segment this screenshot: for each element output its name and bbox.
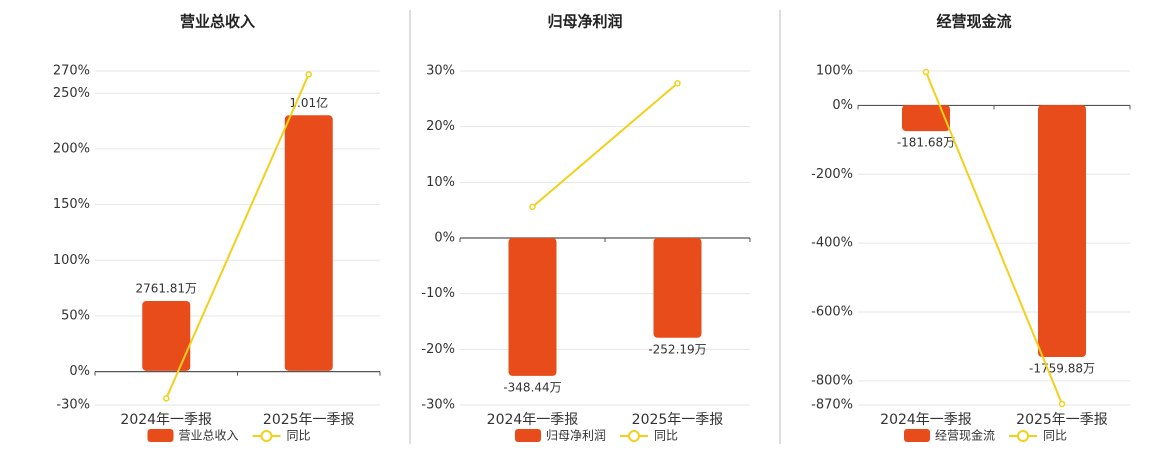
bar [284,115,333,371]
y-tick-label: 20% [426,119,455,134]
y-tick-label: 100% [816,64,853,79]
value-label: -252.19万 [648,342,706,356]
y-tick-label: 0% [69,364,90,379]
x-tick-label: 2025年一季报 [632,412,724,428]
y-tick-label: 10% [426,175,455,190]
line-point [305,71,312,78]
line-point [922,68,930,76]
value-label: 2761.81万 [135,281,197,295]
y-tick-label: -600% [811,305,853,320]
y-tick-label: -800% [811,373,853,388]
y-tick-label: 30% [426,64,455,79]
line-point [1058,400,1066,408]
y-tick-label: 150% [53,197,90,212]
chart-title: 营业总收入 [180,13,255,31]
y-tick-label: 250% [53,86,90,101]
y-tick-label: -20% [421,342,455,357]
bar [508,238,557,376]
chart-title: 经营现金流 [936,13,1011,31]
line [165,73,310,399]
y-tick-label: 0% [832,98,853,113]
y-tick-label: 50% [61,308,90,323]
value-label: -1759.88万 [1029,362,1095,376]
x-tick-label: 2024年一季报 [120,412,212,428]
legend-label: 经营现金流 [935,428,995,443]
chart-title: 归母净利润 [547,13,622,31]
legend-label: 同比 [1043,429,1067,443]
line-point [674,79,681,87]
y-tick-label: -400% [811,236,853,251]
legend-label: 同比 [287,429,311,443]
y-tick-label: -200% [811,167,853,182]
legend-label: 归母净利润 [546,429,606,443]
legend-swatch [147,429,174,442]
line [925,71,1063,405]
line-point [163,395,170,402]
x-tick-label: 2024年一季报 [487,412,579,428]
y-tick-label: 0% [434,231,455,246]
x-tick-label: 2025年一季报 [263,412,355,428]
y-tick-label: -10% [421,286,455,301]
bar [142,300,191,371]
value-label: -181.68万 [897,136,955,150]
y-tick-label: 100% [53,253,90,268]
line-point [529,203,536,211]
bar [902,105,950,132]
x-tick-label: 2024年一季报 [880,412,972,428]
value-label: -348.44万 [503,380,561,394]
y-tick-label: -30% [421,398,455,413]
legend-swatch [904,429,930,442]
legend-marker [1017,430,1029,442]
legend-label: 同比 [654,429,678,443]
bar [1038,105,1086,358]
y-tick-label: -870% [811,398,853,413]
bar [653,238,702,338]
legend-marker [628,430,640,442]
legend-swatch [515,429,541,442]
y-tick-label: -30% [56,398,90,413]
legend-marker [260,430,273,442]
y-tick-label: 200% [53,141,90,156]
legend-label: 营业总收入 [179,429,239,443]
y-tick-label: 270% [53,64,90,79]
line [531,82,679,208]
x-tick-label: 2025年一季报 [1016,412,1108,428]
